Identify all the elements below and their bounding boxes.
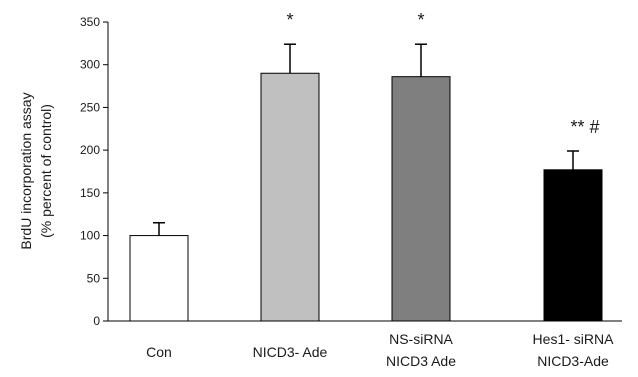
x-tick-label: NICD3- Ade [253,344,328,360]
x-tick-label: Con [146,344,172,360]
significance-label: ** # [570,117,599,137]
y-tick-label: 300 [80,58,100,72]
significance-annotations: * * ** # [286,10,599,137]
x-tick-labels: Con NICD3- Ade NS-siRNA NICD3 Ade Hes1- siRN… [146,331,614,369]
y-tick-label: 50 [87,271,101,285]
bars [129,72,603,322]
y-axis-label-line: (% percent of control) [38,104,54,238]
x-tick-label: NICD3 Ade [386,353,456,369]
axes: 0 50 100 150 200 250 300 350 [80,15,622,328]
bar [260,72,320,322]
y-axis-label: BrdU incorporation assay (% percent of co… [18,92,54,249]
y-tick-label: 100 [80,229,100,243]
bar [129,235,189,322]
y-tick-label: 250 [80,100,100,114]
bar [543,169,603,322]
y-tick-label: 200 [80,143,100,157]
y-axis-label-line: BrdU incorporation assay [18,92,34,249]
x-tick-label: NS-siRNA [389,331,453,347]
x-tick-label: NICD3-Ade [537,353,609,369]
y-tick-label: 0 [93,314,100,328]
error-bars [153,43,579,236]
x-tick-label: Hes1- siRNA [533,331,615,347]
significance-label: * [286,10,293,30]
y-tick-label: 350 [80,15,100,29]
y-tick-label: 150 [80,186,100,200]
significance-label: * [417,10,424,30]
bar [391,76,451,322]
